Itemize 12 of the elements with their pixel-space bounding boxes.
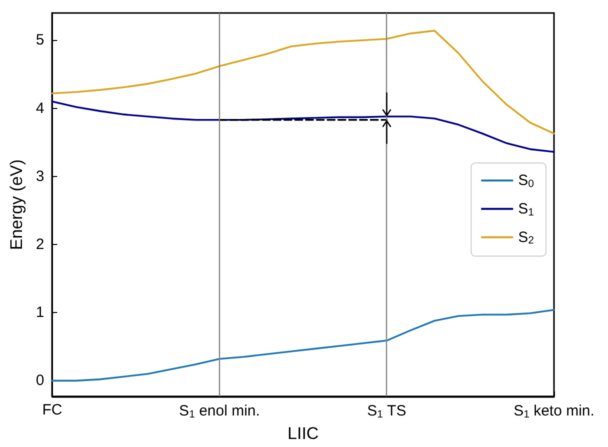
x-axis-title: LIIC: [288, 424, 319, 443]
x-tick-label: FC: [42, 401, 62, 418]
y-tick-label: 4: [36, 100, 44, 117]
line-series: [51, 100, 555, 153]
y-axis-title: Energy (eV): [7, 159, 26, 250]
y-tick-label: 5: [36, 32, 44, 49]
y-tick-label: 1: [36, 304, 44, 322]
y-tick-label: 3: [36, 168, 44, 185]
y-tick-label: 0: [36, 372, 44, 390]
line-series: [51, 308, 555, 382]
y-tick-label: 2: [36, 236, 44, 254]
line-series: [51, 30, 555, 134]
